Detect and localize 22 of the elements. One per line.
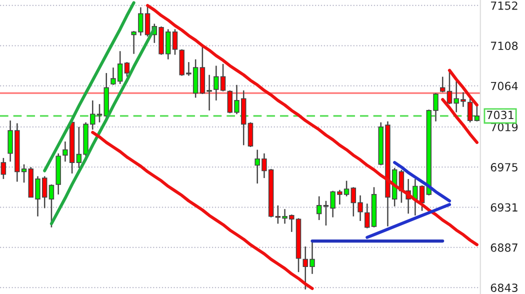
line-series [441, 98, 478, 144]
candlestick [467, 97, 473, 123]
y-tick-label: 6975 [490, 163, 518, 172]
y-tick-label: 7108 [491, 42, 518, 50]
y-tick-label: 7152 [491, 1, 518, 10]
y-tick-label: 7064 [491, 82, 518, 90]
candlestick [440, 76, 446, 93]
candlestick [48, 184, 54, 228]
ref-line-label: 7031 [487, 110, 514, 120]
candlestick [124, 61, 130, 78]
candlestick [316, 196, 322, 221]
line-series [448, 68, 478, 107]
candlestick [248, 122, 254, 148]
line-series [50, 26, 156, 226]
line-series [43, 1, 136, 172]
line-series [91, 130, 314, 290]
candlestick [0, 157, 6, 180]
line-series [146, 4, 478, 246]
y-tick-label: 6843 [490, 284, 518, 292]
candlestick [172, 28, 178, 56]
y-tick-label: 6887 [490, 243, 518, 252]
y-tick-label: 6931 [490, 203, 518, 212]
